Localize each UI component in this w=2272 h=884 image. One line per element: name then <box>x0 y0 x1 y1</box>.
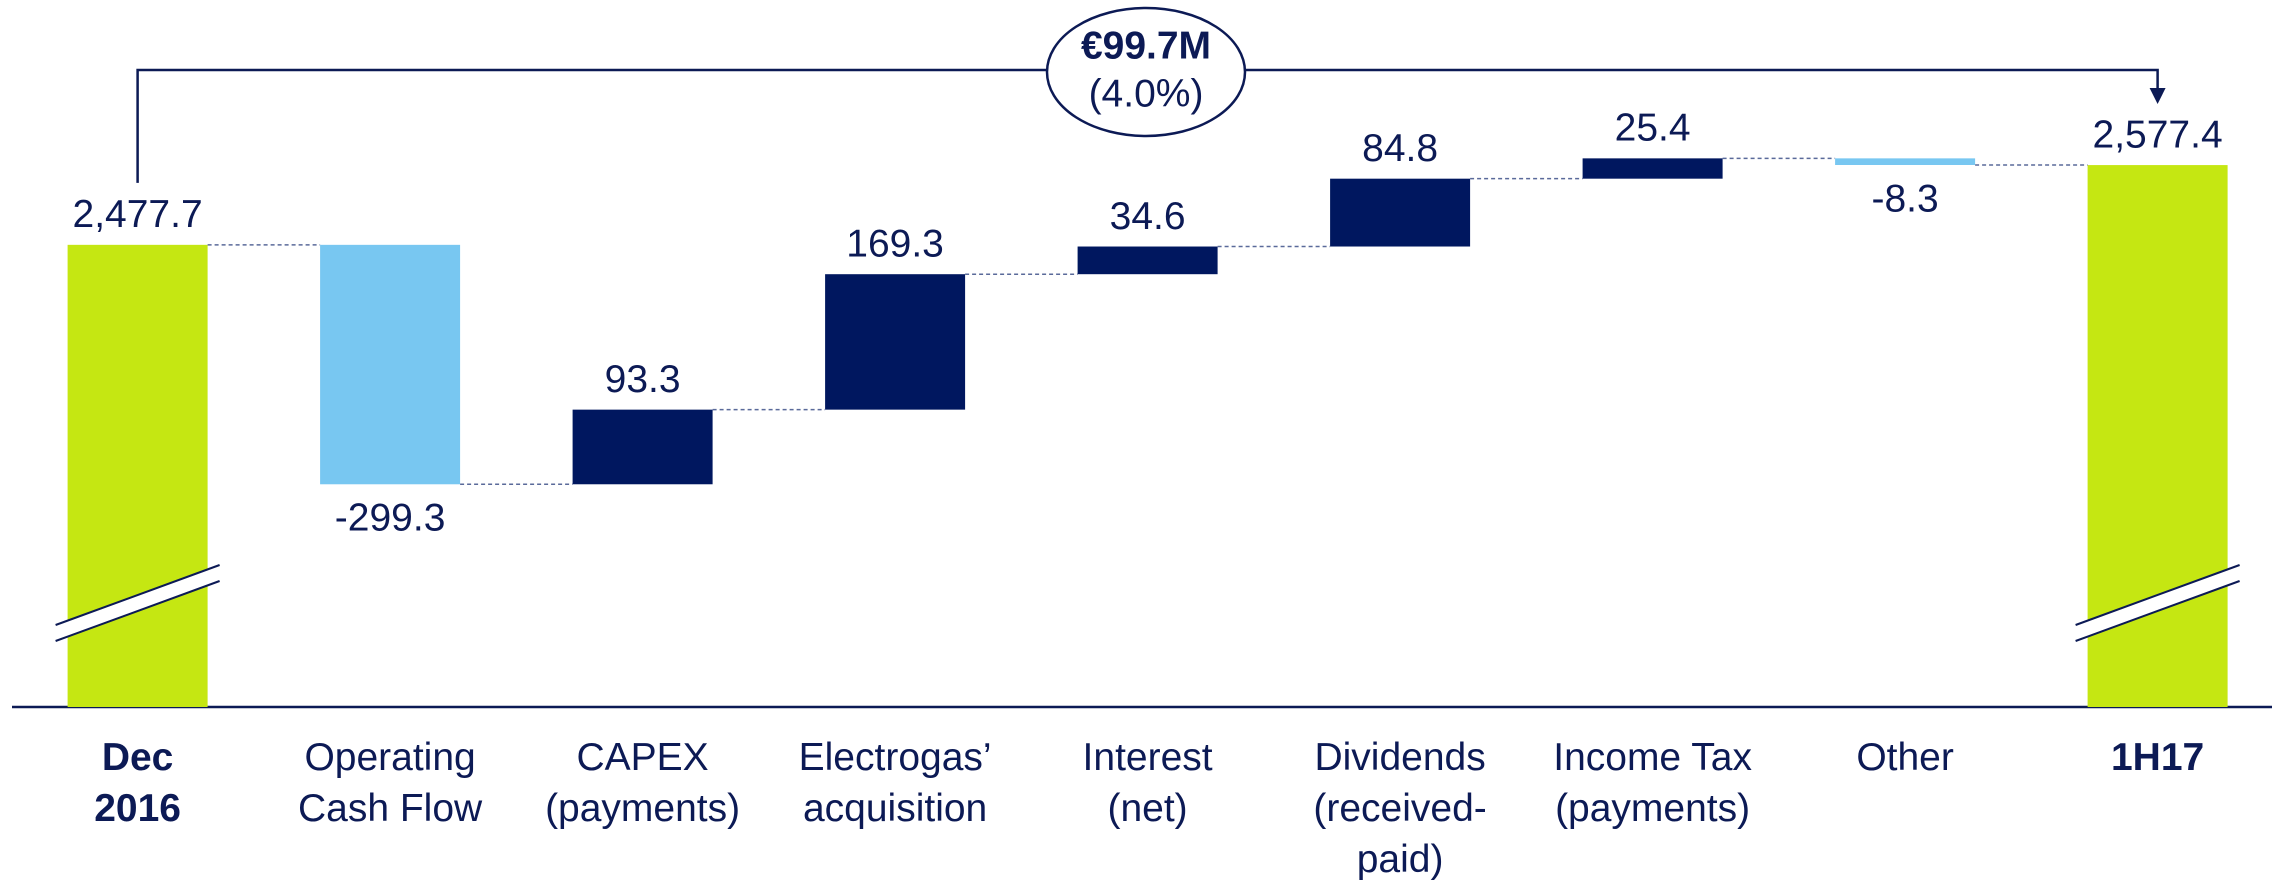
x-tick-label: CAPEX (payments) <box>545 736 741 830</box>
value-label: 2,577.4 <box>2093 113 2223 156</box>
annotation-ellipse <box>1045 6 1247 138</box>
value-label: 93.3 <box>605 358 681 401</box>
value-label: 34.6 <box>1110 195 1186 238</box>
axis-break <box>2075 565 2240 641</box>
bar <box>67 244 208 707</box>
x-tick-label: Other <box>1856 736 1954 779</box>
x-tick-label: Electrogas’ acquisition <box>798 736 992 830</box>
value-label: -299.3 <box>335 497 446 540</box>
annotation-arrow <box>2149 88 2166 104</box>
annotation-text: €99.7M <box>1081 24 1211 67</box>
x-tick-label: Interest (net) <box>1082 736 1213 830</box>
bar <box>1582 158 1723 179</box>
x-tick-label: Income Tax (payments) <box>1553 736 1752 830</box>
axis-break-line <box>55 580 220 642</box>
axis-break-line <box>55 564 220 626</box>
x-tick-label: Dec 2016 <box>94 736 181 830</box>
x-tick-label: Dividends (received- paid) <box>1313 736 1487 881</box>
axis-break-line <box>2075 580 2240 642</box>
value-label: 84.8 <box>1362 127 1438 170</box>
value-label: 25.4 <box>1615 107 1691 150</box>
bar <box>825 274 966 410</box>
bar <box>1330 178 1471 247</box>
value-label: -8.3 <box>1871 177 1938 220</box>
axis-break <box>55 565 220 641</box>
x-tick-label: 1H17 <box>2110 736 2205 779</box>
annotation-subtext: (4.0%) <box>1089 72 1204 115</box>
x-tick-label: Operating Cash Flow <box>297 736 483 830</box>
value-label: 169.3 <box>846 222 944 265</box>
bar <box>1835 158 1976 165</box>
bar <box>1077 246 1218 275</box>
axis-break-line <box>2075 564 2240 626</box>
bar <box>320 244 461 485</box>
bar <box>572 409 713 485</box>
value-label: 2,477.7 <box>73 193 203 236</box>
